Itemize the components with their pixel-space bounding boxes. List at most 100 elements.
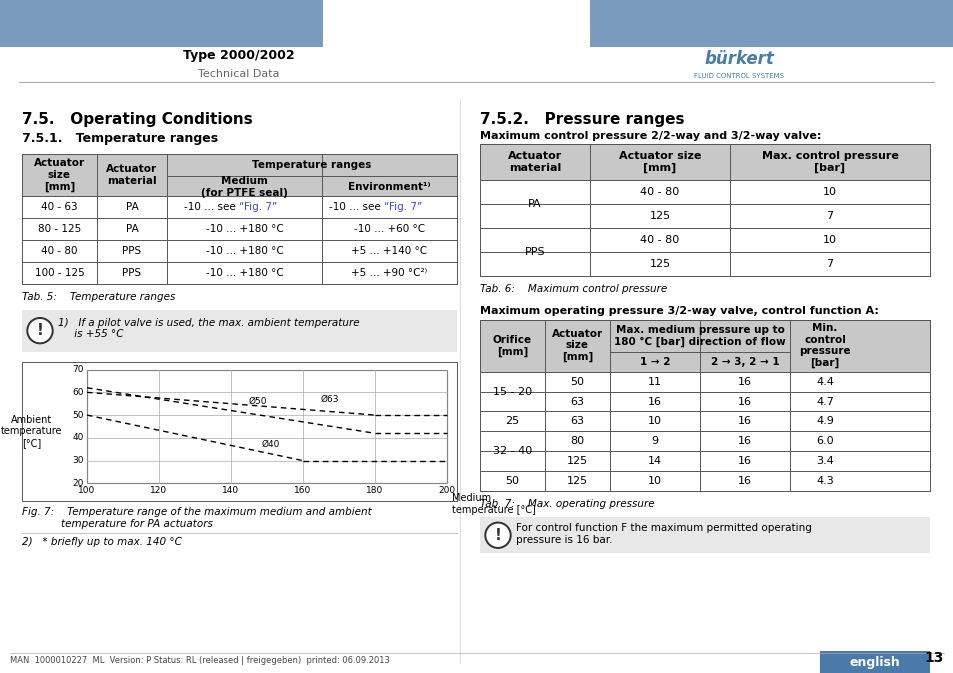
Text: Tab. 6:    Maximum control pressure: Tab. 6: Maximum control pressure: [479, 284, 666, 293]
Text: 7: 7: [825, 211, 833, 221]
Bar: [479, 144, 929, 180]
Text: 16: 16: [738, 396, 751, 406]
Bar: [22, 154, 456, 284]
Text: Technical Data: Technical Data: [197, 69, 279, 79]
Text: 63: 63: [570, 396, 584, 406]
Text: 25: 25: [505, 417, 519, 427]
Text: 125: 125: [566, 456, 587, 466]
Text: 4.7: 4.7: [815, 396, 833, 406]
Bar: [479, 320, 929, 371]
Text: Maximum operating pressure 3/2-way valve, control function A:: Maximum operating pressure 3/2-way valve…: [479, 306, 878, 316]
Text: 40 - 80: 40 - 80: [639, 235, 679, 245]
Text: 2)   * briefly up to max. 140 °C: 2) * briefly up to max. 140 °C: [22, 537, 182, 547]
Text: Max. medium pressure up to
180 °C [bar] direction of flow: Max. medium pressure up to 180 °C [bar] …: [614, 324, 785, 347]
Text: +5 ... +140 °C: +5 ... +140 °C: [351, 246, 427, 256]
Text: 50: 50: [505, 476, 519, 487]
Text: Actuator size
[mm]: Actuator size [mm]: [618, 151, 700, 173]
Text: Fig. 7:    Temperature range of the maximum medium and ambient
            tempe: Fig. 7: Temperature range of the maximum…: [22, 507, 372, 529]
Text: 13: 13: [923, 651, 943, 665]
Text: 40 - 80: 40 - 80: [41, 246, 77, 256]
Text: “Fig. 7”: “Fig. 7”: [384, 202, 422, 212]
Text: Orifice
[mm]: Orifice [mm]: [493, 334, 532, 357]
Text: 50: 50: [72, 411, 84, 419]
Circle shape: [27, 318, 53, 344]
Text: Ø50: Ø50: [249, 397, 267, 406]
Bar: [22, 154, 456, 196]
Text: PPS: PPS: [122, 246, 141, 256]
Text: 7.5.1.   Temperature ranges: 7.5.1. Temperature ranges: [22, 132, 218, 145]
Text: 60: 60: [72, 388, 84, 397]
Text: Ø40: Ø40: [261, 440, 280, 449]
Text: 10: 10: [822, 235, 836, 245]
Text: 20: 20: [72, 479, 84, 488]
Circle shape: [29, 320, 51, 342]
Text: 125: 125: [649, 259, 670, 269]
Text: 10: 10: [647, 476, 661, 487]
Text: 80: 80: [570, 437, 584, 446]
Text: Actuator
material: Actuator material: [507, 151, 561, 173]
Text: Tab. 5:    Temperature ranges: Tab. 5: Temperature ranges: [22, 291, 175, 302]
Text: 16: 16: [738, 377, 751, 386]
Text: For control function F the maximum permitted operating
pressure is 16 bar.: For control function F the maximum permi…: [516, 524, 811, 545]
Text: Ambient
temperature
[°C]: Ambient temperature [°C]: [1, 415, 63, 448]
Text: 40 - 63: 40 - 63: [41, 202, 78, 212]
Text: Type 2000/2002: Type 2000/2002: [182, 49, 294, 62]
Text: 16: 16: [647, 396, 661, 406]
Text: 1)   If a pilot valve is used, the max. ambient temperature
     is +55 °C: 1) If a pilot valve is used, the max. am…: [58, 318, 359, 339]
Text: !: !: [494, 528, 501, 542]
Text: Tab. 7:    Max. operating pressure: Tab. 7: Max. operating pressure: [479, 499, 654, 509]
Text: 11: 11: [647, 377, 661, 386]
Text: 180: 180: [366, 487, 383, 495]
Text: 32 - 40: 32 - 40: [493, 446, 532, 456]
Text: -10 ... see: -10 ... see: [184, 202, 239, 212]
Text: english: english: [849, 656, 900, 668]
Text: 160: 160: [294, 487, 312, 495]
Text: -10 ... +180 °C: -10 ... +180 °C: [206, 246, 283, 256]
FancyBboxPatch shape: [0, 0, 322, 47]
Text: “Fig. 7”: “Fig. 7”: [239, 202, 277, 212]
Text: 140: 140: [222, 487, 239, 495]
Bar: [820, 651, 929, 673]
Text: !: !: [36, 323, 44, 338]
Text: Medium
temperature [°C]: Medium temperature [°C]: [452, 493, 536, 515]
Bar: [87, 369, 447, 483]
Text: -10 ... +180 °C: -10 ... +180 °C: [206, 268, 283, 278]
Text: 16: 16: [738, 417, 751, 427]
Bar: [479, 144, 929, 276]
Text: 16: 16: [738, 476, 751, 487]
Text: 70: 70: [72, 365, 84, 374]
Text: 14: 14: [647, 456, 661, 466]
Text: 125: 125: [649, 211, 670, 221]
Text: 30: 30: [72, 456, 84, 465]
Text: 7.5.2.   Pressure ranges: 7.5.2. Pressure ranges: [479, 112, 684, 127]
Text: 200: 200: [438, 487, 456, 495]
Text: 100: 100: [78, 487, 95, 495]
Text: 10: 10: [647, 417, 661, 427]
Text: -10 ... +180 °C: -10 ... +180 °C: [206, 224, 283, 234]
Circle shape: [486, 524, 509, 546]
Text: 4.9: 4.9: [815, 417, 833, 427]
Text: 7: 7: [825, 259, 833, 269]
Text: Environment¹⁾: Environment¹⁾: [348, 182, 431, 192]
Text: 9: 9: [651, 437, 658, 446]
Text: +5 ... +90 °C²⁾: +5 ... +90 °C²⁾: [351, 268, 427, 278]
Text: 16: 16: [738, 437, 751, 446]
Text: PA: PA: [126, 224, 138, 234]
Circle shape: [484, 522, 511, 548]
Text: MAN  1000010227  ML  Version: P Status: RL (released | freigegeben)  printed: 06: MAN 1000010227 ML Version: P Status: RL …: [10, 656, 390, 665]
Text: 4.4: 4.4: [815, 377, 833, 386]
Text: PA: PA: [528, 199, 541, 209]
Text: 40 - 80: 40 - 80: [639, 187, 679, 197]
Text: bürkert: bürkert: [703, 50, 774, 68]
Bar: [479, 518, 929, 553]
Text: Min.
control
pressure
[bar]: Min. control pressure [bar]: [799, 323, 850, 368]
Text: 100 - 125: 100 - 125: [34, 268, 84, 278]
Text: 50: 50: [570, 377, 584, 386]
Text: 7.5.   Operating Conditions: 7.5. Operating Conditions: [22, 112, 253, 127]
Bar: [479, 320, 929, 491]
Text: PA: PA: [126, 202, 138, 212]
Bar: [22, 310, 456, 351]
Text: PPS: PPS: [524, 247, 545, 257]
Text: 40: 40: [72, 433, 84, 442]
FancyBboxPatch shape: [589, 0, 953, 47]
